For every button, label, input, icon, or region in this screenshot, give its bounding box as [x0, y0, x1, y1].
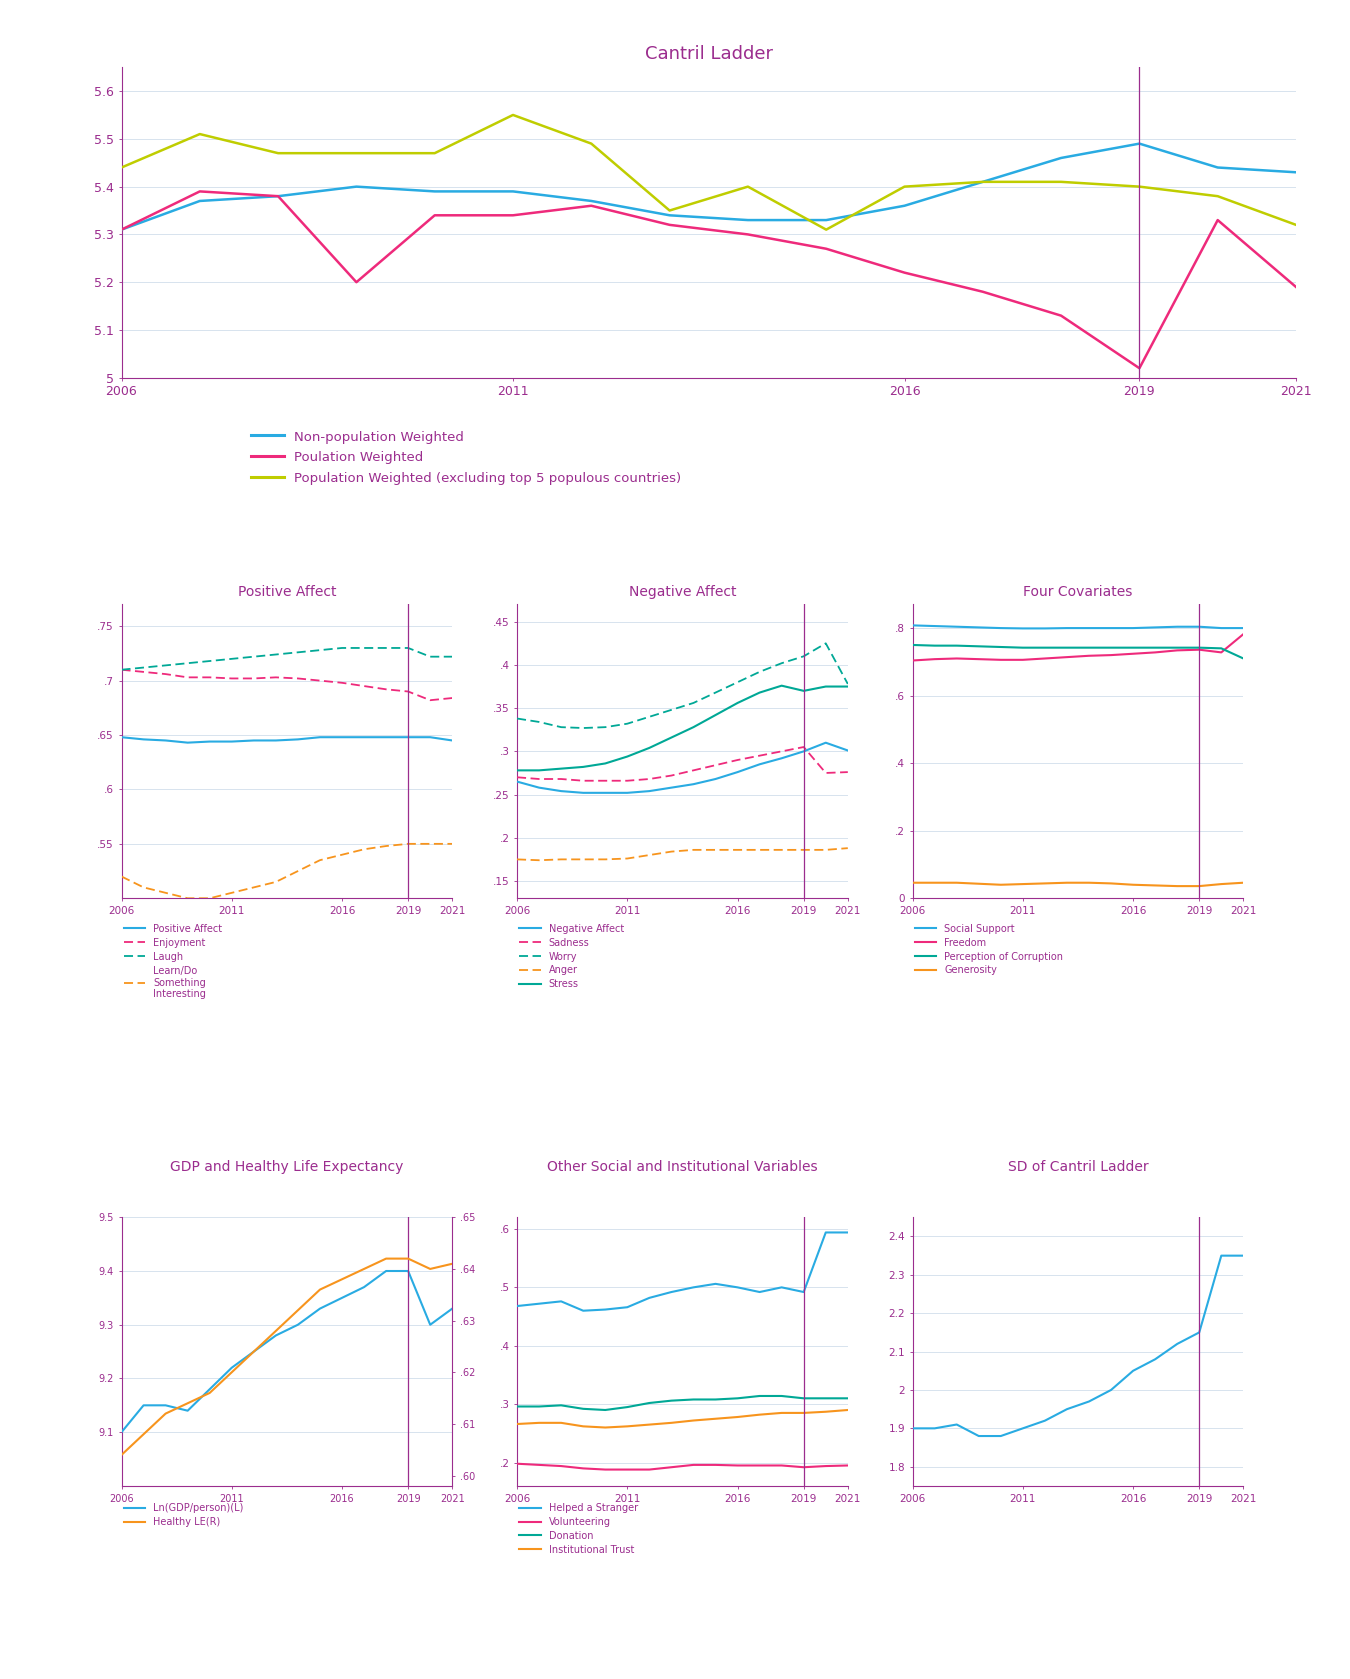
Title: Cantril Ladder: Cantril Ladder: [645, 45, 772, 62]
Text: GDP and Healthy Life Expectancy: GDP and Healthy Life Expectancy: [170, 1160, 404, 1174]
Title: Positive Affect: Positive Affect: [238, 584, 336, 599]
Legend: Helped a Stranger, Volunteering, Donation, Institutional Trust: Helped a Stranger, Volunteering, Donatio…: [516, 1499, 641, 1558]
Title: Four Covariates: Four Covariates: [1023, 584, 1133, 599]
Legend: Social Support, Freedom, Perception of Corruption, Generosity: Social Support, Freedom, Perception of C…: [911, 920, 1066, 979]
Title: Negative Affect: Negative Affect: [629, 584, 736, 599]
Legend: Ln(GDP/person)(L), Healthy LE(R): Ln(GDP/person)(L), Healthy LE(R): [120, 1499, 247, 1531]
Legend: Positive Affect, Enjoyment, Laugh, Learn/Do
Something
Interesting: Positive Affect, Enjoyment, Laugh, Learn…: [120, 920, 225, 1004]
Legend: Non-population Weighted, Poulation Weighted, Population Weighted (excluding top : Non-population Weighted, Poulation Weigh…: [246, 425, 687, 490]
Text: SD of Cantril Ladder: SD of Cantril Ladder: [1007, 1160, 1149, 1174]
Legend: Negative Affect, Sadness, Worry, Anger, Stress: Negative Affect, Sadness, Worry, Anger, …: [516, 920, 628, 994]
Text: Other Social and Institutional Variables: Other Social and Institutional Variables: [547, 1160, 818, 1174]
